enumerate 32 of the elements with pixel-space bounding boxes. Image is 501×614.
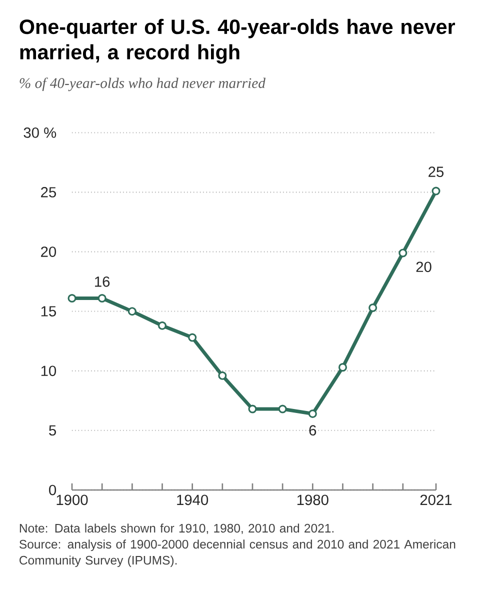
y-tick-label: 30 % <box>24 127 56 138</box>
y-tick-label: 10 <box>41 366 56 376</box>
y-tick-label: 15 <box>41 306 56 316</box>
point <box>128 307 136 316</box>
source-note: Source: analysis of 1900-2000 decennial census and 2010 and 2021 American Community Survey (IPUMS). <box>19 540 455 568</box>
point <box>308 409 317 418</box>
text: Note: Data labels shown for 1910, 1980, 2010 and 2021. <box>20 524 334 534</box>
point <box>218 371 227 380</box>
data-label: 16 <box>94 276 110 287</box>
x-tick-label: 1900 <box>56 494 88 506</box>
point <box>398 248 408 258</box>
data-label: 20 <box>416 262 432 272</box>
y-tick-label: 25 <box>40 187 56 198</box>
point <box>432 186 440 196</box>
point <box>338 363 347 372</box>
chart-title: One-quarter of U.S. 40-year-olds have never married, a record high <box>20 18 455 64</box>
point <box>368 303 377 312</box>
y-tick-label: 20 <box>40 246 56 257</box>
point <box>248 404 257 414</box>
y-tick-label: 0 <box>48 484 56 496</box>
x-tick-label: 1940 <box>176 494 208 506</box>
x-tick-label: 1980 <box>297 494 328 506</box>
x-tick-label: 2021 <box>420 494 452 506</box>
point <box>68 294 76 302</box>
point <box>278 404 287 414</box>
point <box>98 294 106 302</box>
chart-subtitle: % of 40-year-olds who had never married <box>20 78 266 92</box>
point <box>188 333 196 342</box>
data-label: 6 <box>309 425 316 436</box>
point <box>158 321 166 330</box>
data-label: 25 <box>428 166 444 177</box>
y-tick-label: 5 <box>48 425 56 436</box>
